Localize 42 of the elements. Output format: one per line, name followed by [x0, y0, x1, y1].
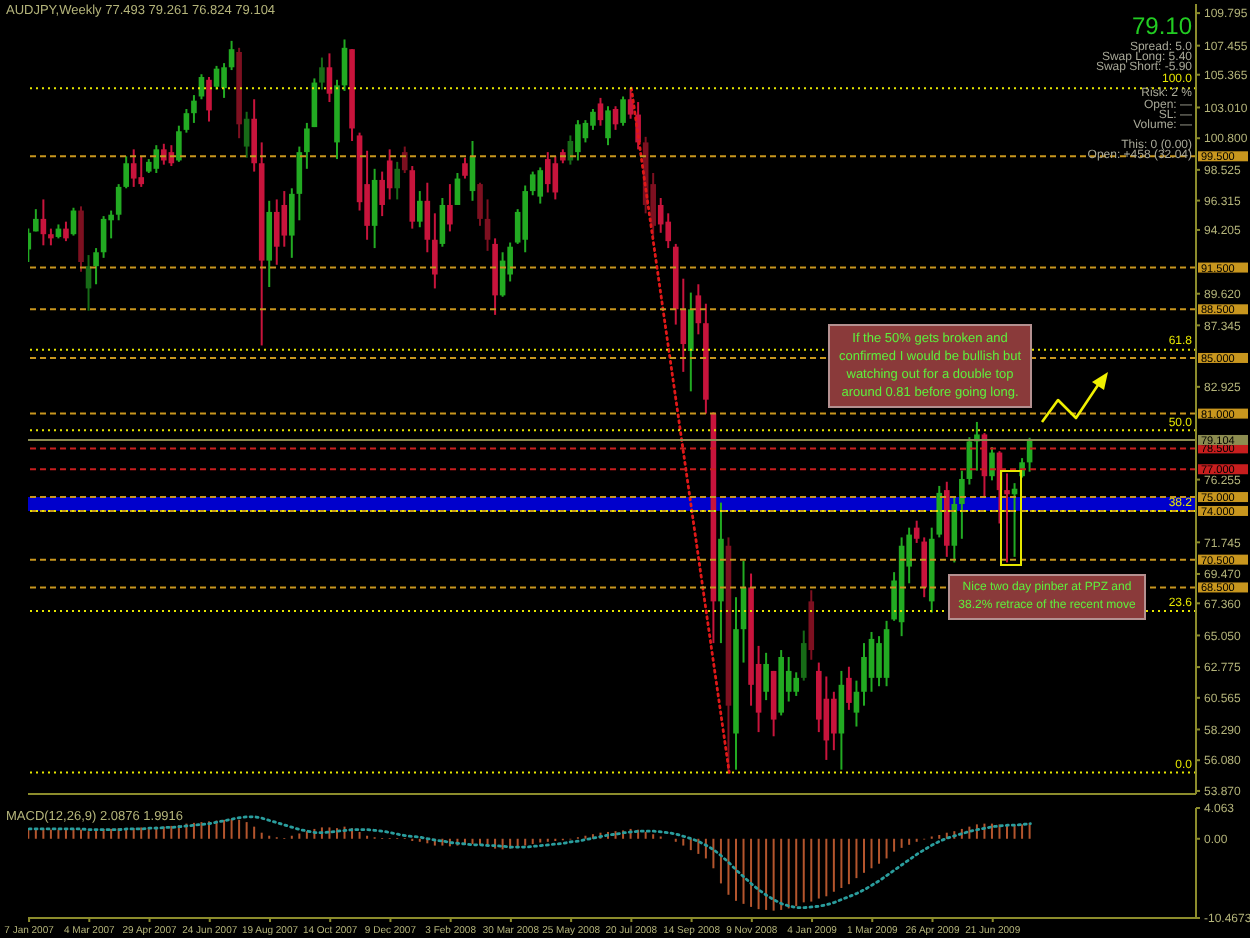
candlestick — [462, 156, 468, 180]
candlestick — [138, 155, 145, 188]
candlestick — [537, 166, 544, 205]
candlestick — [575, 119, 581, 162]
candlestick — [597, 96, 604, 127]
candlestick — [153, 144, 160, 174]
candlestick — [688, 291, 694, 393]
candlestick — [447, 183, 453, 233]
candlestick — [304, 121, 310, 170]
candlestick — [191, 94, 197, 124]
candlestick — [401, 145, 408, 174]
candlestick — [800, 629, 807, 682]
candlestick — [590, 108, 596, 131]
candlestick — [417, 190, 423, 229]
candlestick — [221, 62, 227, 99]
candlestick — [432, 212, 438, 290]
candlestick — [273, 198, 280, 266]
candlestick — [484, 198, 491, 252]
annotation: 79.10 — [1131, 12, 1192, 40]
candlestick — [876, 635, 882, 688]
candlestick — [529, 170, 536, 197]
candlestick — [477, 181, 483, 227]
candlestick — [319, 56, 325, 91]
candlestick — [793, 671, 800, 697]
candlestick — [763, 651, 769, 702]
candlestick — [130, 148, 137, 188]
candlestick — [544, 151, 551, 194]
candlestick — [93, 247, 99, 286]
candlestick — [989, 445, 995, 482]
candlestick — [63, 220, 69, 243]
candlestick — [620, 95, 626, 127]
candlestick — [206, 76, 212, 123]
candlestick — [861, 642, 867, 707]
candlestick — [853, 679, 860, 728]
candlestick — [846, 665, 852, 711]
candlestick — [831, 690, 837, 752]
candlestick — [251, 98, 257, 173]
candlestick — [1004, 472, 1010, 564]
candlestick — [605, 105, 611, 147]
candlestick — [243, 110, 250, 159]
candlestick — [386, 148, 393, 201]
candlestick — [394, 160, 401, 201]
